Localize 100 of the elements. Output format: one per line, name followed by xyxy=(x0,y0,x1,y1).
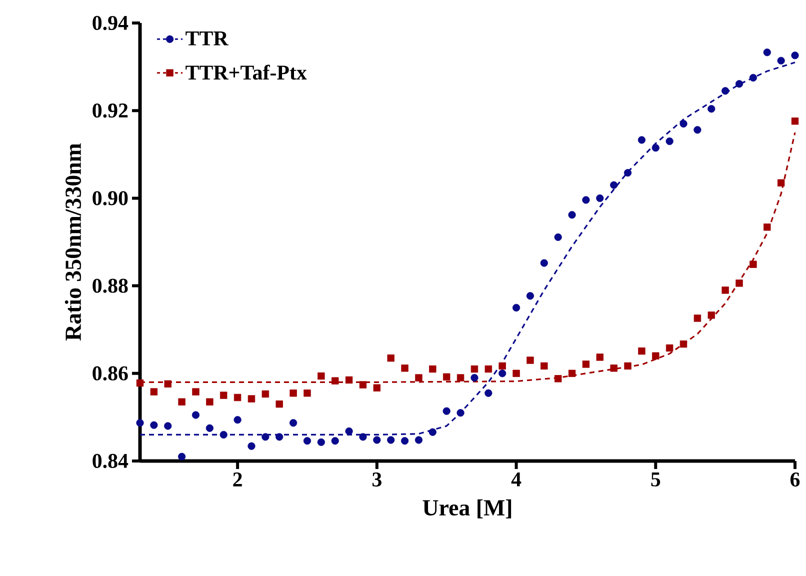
point xyxy=(554,233,562,241)
point xyxy=(763,48,771,56)
point xyxy=(540,259,548,267)
point xyxy=(359,433,367,441)
point xyxy=(373,384,381,392)
legend-label: TTR+Taf-Ptx xyxy=(186,64,307,80)
point xyxy=(290,390,297,397)
x-tick-label: 3 xyxy=(372,472,382,487)
point xyxy=(777,56,785,64)
point xyxy=(262,390,270,398)
point xyxy=(498,362,506,370)
x-tick-label: 2 xyxy=(233,472,242,486)
point xyxy=(414,436,423,444)
point xyxy=(387,436,395,444)
point xyxy=(512,304,520,312)
point xyxy=(206,398,214,406)
point xyxy=(526,356,534,364)
y-tick-label: 0.84 xyxy=(92,454,128,468)
point xyxy=(680,340,688,348)
point xyxy=(136,379,144,387)
point xyxy=(401,364,408,372)
point xyxy=(290,419,298,427)
point xyxy=(554,375,562,382)
point xyxy=(428,428,436,436)
point xyxy=(150,388,158,396)
point xyxy=(749,74,757,82)
point xyxy=(234,416,242,424)
y-tick-label: 0.88 xyxy=(92,278,128,293)
point xyxy=(764,224,771,231)
point xyxy=(276,400,283,408)
point xyxy=(262,433,270,441)
point xyxy=(694,126,702,134)
point xyxy=(694,314,702,322)
y-axis-title: Ratio 350nm/330nm xyxy=(64,143,82,341)
point xyxy=(791,118,799,125)
point xyxy=(400,437,409,445)
point xyxy=(652,144,660,152)
point xyxy=(192,388,200,396)
y-tick-label: 0.94 xyxy=(92,16,128,30)
point xyxy=(248,395,256,402)
point xyxy=(736,280,743,287)
point xyxy=(332,377,339,384)
point xyxy=(526,292,534,300)
point xyxy=(248,442,256,450)
point xyxy=(596,354,604,361)
y-tick-label: 0.92 xyxy=(92,104,128,118)
point xyxy=(568,370,576,377)
point xyxy=(791,52,799,60)
point xyxy=(415,374,422,382)
x-tick-label: 4 xyxy=(511,472,522,486)
point xyxy=(512,370,520,377)
point xyxy=(777,179,785,186)
point xyxy=(234,394,242,402)
point xyxy=(750,260,757,268)
point xyxy=(680,120,688,128)
point xyxy=(303,437,312,445)
point xyxy=(484,389,492,397)
point xyxy=(359,381,367,388)
point xyxy=(540,362,548,370)
point xyxy=(596,194,604,202)
point xyxy=(484,365,492,373)
point xyxy=(722,286,729,294)
point xyxy=(220,392,228,399)
point xyxy=(164,422,172,430)
point xyxy=(318,372,325,380)
point xyxy=(666,137,674,146)
point xyxy=(429,365,436,373)
point xyxy=(331,437,339,445)
point xyxy=(708,105,716,113)
point xyxy=(708,312,715,319)
point xyxy=(456,409,464,417)
point xyxy=(206,424,214,432)
point xyxy=(470,374,478,382)
point xyxy=(456,374,464,382)
point xyxy=(610,181,618,189)
point xyxy=(317,438,325,446)
point xyxy=(610,364,618,372)
point xyxy=(192,411,200,419)
point xyxy=(652,352,660,360)
point xyxy=(638,136,646,144)
point xyxy=(442,373,450,381)
point xyxy=(345,427,353,436)
point xyxy=(373,436,381,444)
point xyxy=(136,419,144,427)
point xyxy=(582,360,590,368)
point xyxy=(624,362,632,370)
x-tick-label: 5 xyxy=(651,472,660,486)
point xyxy=(387,354,394,362)
point xyxy=(276,433,284,441)
point xyxy=(220,430,228,439)
point xyxy=(735,80,744,88)
point xyxy=(498,370,506,378)
point xyxy=(178,398,186,406)
point xyxy=(666,344,674,352)
point xyxy=(722,87,730,95)
point xyxy=(178,452,186,460)
point xyxy=(638,347,646,355)
x-axis-title: Urea [M] xyxy=(422,499,512,518)
point xyxy=(624,168,632,177)
point xyxy=(345,376,353,384)
